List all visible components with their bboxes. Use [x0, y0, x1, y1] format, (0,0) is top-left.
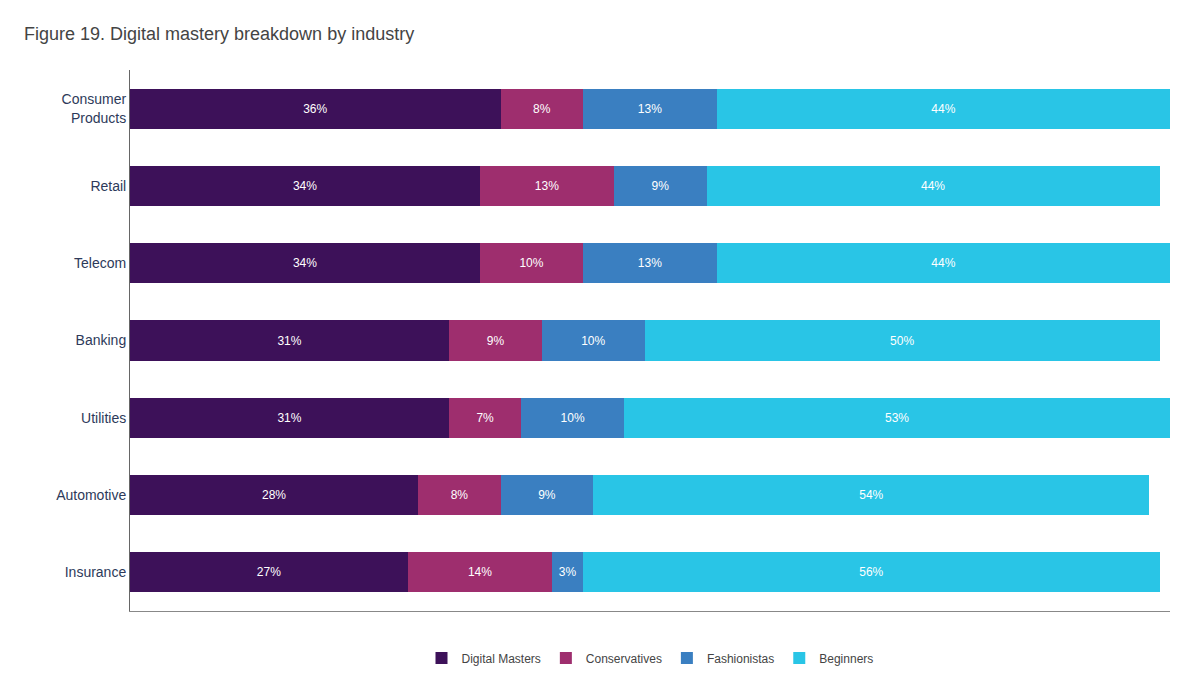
svg-text:8%: 8% [451, 488, 469, 502]
svg-text:Beginners: Beginners [819, 652, 873, 666]
svg-text:Digital Masters: Digital Masters [462, 652, 541, 666]
svg-text:Retail: Retail [90, 178, 126, 194]
svg-text:27%: 27% [257, 565, 281, 579]
svg-text:13%: 13% [638, 102, 662, 116]
svg-text:Figure 19. Digital mastery bre: Figure 19. Digital mastery breakdown by … [24, 24, 414, 44]
svg-text:Banking: Banking [76, 332, 127, 348]
svg-text:Conservatives: Conservatives [586, 652, 662, 666]
svg-text:28%: 28% [262, 488, 286, 502]
svg-text:13%: 13% [638, 256, 662, 270]
svg-text:31%: 31% [277, 334, 301, 348]
svg-text:50%: 50% [890, 334, 914, 348]
svg-text:10%: 10% [561, 411, 585, 425]
svg-text:34%: 34% [293, 179, 317, 193]
svg-text:54%: 54% [859, 488, 883, 502]
svg-text:56%: 56% [859, 565, 883, 579]
svg-text:Telecom: Telecom [74, 255, 126, 271]
svg-text:44%: 44% [921, 179, 945, 193]
svg-text:Insurance: Insurance [65, 564, 127, 580]
svg-text:9%: 9% [651, 179, 669, 193]
svg-text:10%: 10% [581, 334, 605, 348]
svg-text:36%: 36% [303, 102, 327, 116]
svg-text:44%: 44% [931, 102, 955, 116]
svg-text:31%: 31% [277, 411, 301, 425]
svg-text:7%: 7% [476, 411, 494, 425]
svg-text:34%: 34% [293, 256, 317, 270]
svg-text:13%: 13% [535, 179, 559, 193]
svg-text:44%: 44% [931, 256, 955, 270]
svg-text:9%: 9% [538, 488, 556, 502]
svg-text:8%: 8% [533, 102, 551, 116]
svg-text:ConsumerProducts: ConsumerProducts [62, 91, 127, 125]
svg-text:Automotive: Automotive [56, 487, 126, 503]
svg-text:Fashionistas: Fashionistas [707, 652, 774, 666]
svg-text:10%: 10% [519, 256, 543, 270]
svg-text:53%: 53% [885, 411, 909, 425]
svg-text:3%: 3% [559, 565, 577, 579]
svg-text:14%: 14% [468, 565, 492, 579]
svg-text:9%: 9% [487, 334, 505, 348]
svg-text:Utilities: Utilities [81, 410, 126, 426]
